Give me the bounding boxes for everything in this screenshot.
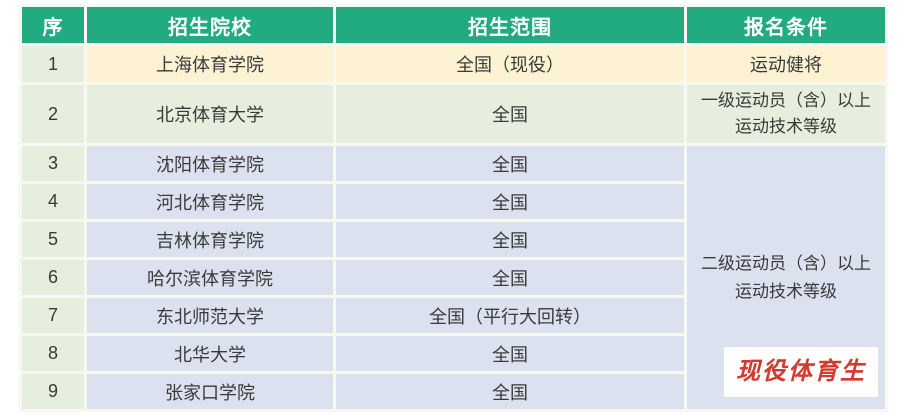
table-row: 6 哈尔滨体育学院 全国	[22, 260, 885, 295]
table-row: 9 张家口学院 全国	[22, 374, 885, 409]
scope-cell: 全国	[336, 260, 684, 295]
col-header-scope: 招生范围	[336, 7, 684, 43]
row-index: 5	[22, 222, 84, 257]
scope-cell: 全国	[336, 146, 684, 181]
school-cell: 哈尔滨体育学院	[87, 260, 333, 295]
table-row: 2 北京体育大学 全国 一级运动员（含）以上 运动技术等级	[22, 85, 885, 143]
school-cell: 张家口学院	[87, 374, 333, 409]
col-header-school: 招生院校	[87, 7, 333, 43]
watermark-badge: 现役体育生	[724, 347, 878, 397]
admissions-table: 序 招生院校 招生范围 报名条件 1 上海体育学院 全国（现役） 运动健将 2 …	[19, 4, 888, 412]
row-index: 9	[22, 374, 84, 409]
school-cell: 东北师范大学	[87, 298, 333, 333]
school-cell: 上海体育学院	[87, 46, 333, 82]
school-cell: 吉林体育学院	[87, 222, 333, 257]
header-row: 序 招生院校 招生范围 报名条件	[22, 7, 885, 43]
table-row: 7 东北师范大学 全国（平行大回转）	[22, 298, 885, 333]
merged-condition-cell: 二级运动员（含）以上 运动技术等级 现役体育生	[687, 146, 885, 409]
condition-cell: 一级运动员（含）以上 运动技术等级	[687, 85, 885, 143]
scope-cell: 全国（平行大回转）	[336, 298, 684, 333]
scope-cell: 全国	[336, 374, 684, 409]
condition-cell: 运动健将	[687, 46, 885, 82]
col-header-condition: 报名条件	[687, 7, 885, 43]
school-cell: 北京体育大学	[87, 85, 333, 143]
row-index: 7	[22, 298, 84, 333]
scope-cell: 全国	[336, 184, 684, 219]
scope-cell: 全国（现役）	[336, 46, 684, 82]
merged-condition-text: 二级运动员（含）以上 运动技术等级	[701, 254, 871, 301]
row-index: 4	[22, 184, 84, 219]
school-cell: 北华大学	[87, 336, 333, 371]
table-row: 3 沈阳体育学院 全国 二级运动员（含）以上 运动技术等级 现役体育生	[22, 146, 885, 409]
scope-cell: 全国	[336, 336, 684, 371]
table-row: 5 吉林体育学院 全国	[22, 222, 885, 257]
table-row: 1 上海体育学院 全国（现役） 运动健将	[22, 46, 885, 82]
row-index: 3	[22, 146, 84, 181]
col-header-index: 序	[22, 7, 84, 43]
table-row: 8 北华大学 全国	[22, 336, 885, 371]
row-index: 8	[22, 336, 84, 371]
row-index: 1	[22, 46, 84, 82]
school-cell: 沈阳体育学院	[87, 146, 333, 181]
scope-cell: 全国	[336, 85, 684, 143]
row-index: 6	[22, 260, 84, 295]
table-row: 4 河北体育学院 全国	[22, 184, 885, 219]
school-cell: 河北体育学院	[87, 184, 333, 219]
scope-cell: 全国	[336, 222, 684, 257]
row-index: 2	[22, 85, 84, 143]
